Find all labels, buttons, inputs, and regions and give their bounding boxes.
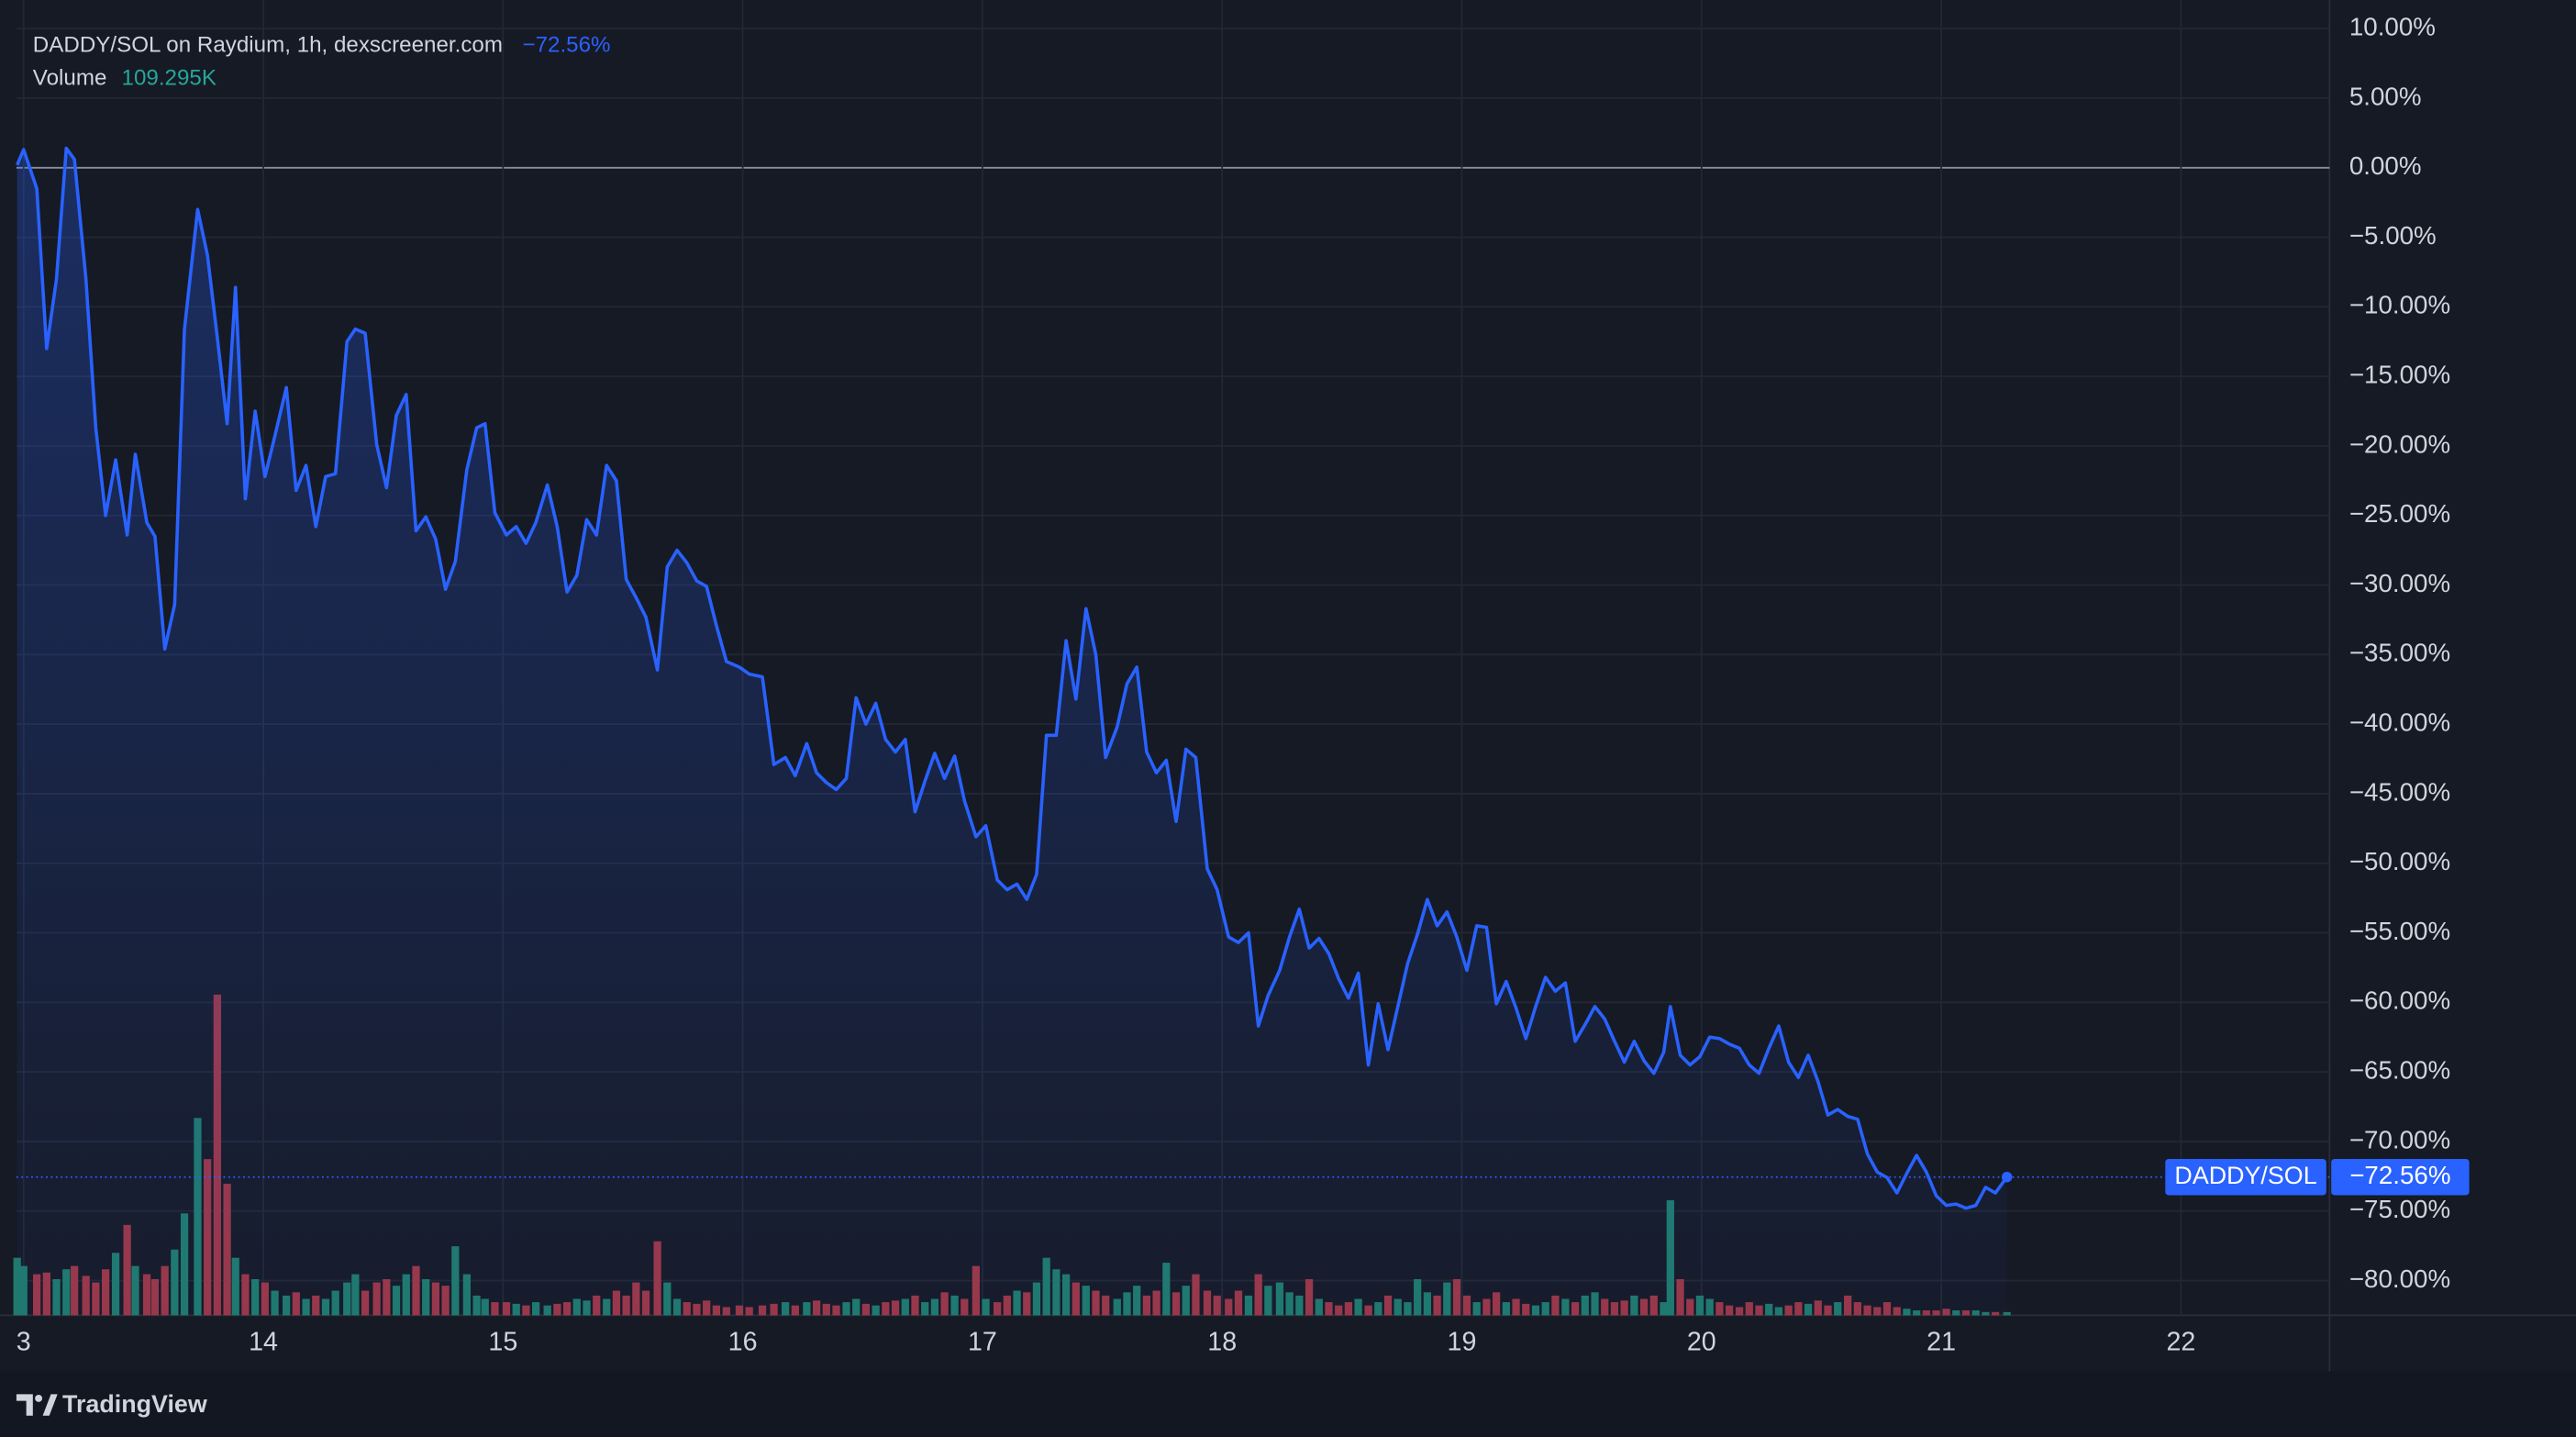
chart-title: DADDY/SOL on Raydium, 1h, dexscreener.co… bbox=[33, 33, 503, 58]
y-tick-label: −5.00% bbox=[2349, 221, 2437, 250]
y-tick-label: −15.00% bbox=[2349, 361, 2450, 389]
series-tag bbox=[2165, 1159, 2326, 1196]
axes: 10.00% 5.00% 0.00% −5.00% −10.00% −15.00% −20.… bbox=[17, 13, 2470, 1356]
x-tick-label: 3 bbox=[17, 1327, 31, 1356]
volume-legend: Volume bbox=[33, 65, 107, 90]
y-tick-label: −80.00% bbox=[2349, 1264, 2450, 1293]
x-tick-label: 20 bbox=[1687, 1327, 1716, 1356]
x-tick-label: 14 bbox=[249, 1327, 278, 1356]
y-tick-label: −65.00% bbox=[2349, 1055, 2450, 1084]
x-tick-label: 18 bbox=[1207, 1327, 1237, 1356]
footer-logo bbox=[16, 1394, 58, 1416]
x-tick-label: 22 bbox=[2166, 1327, 2195, 1356]
volume-bar bbox=[2003, 1311, 2011, 1316]
y-tick-label: 0.00% bbox=[2349, 151, 2422, 180]
x-tick-label: 15 bbox=[488, 1327, 517, 1356]
y-tick-label: 5.00% bbox=[2349, 82, 2422, 110]
y-tick-label: −25.00% bbox=[2349, 499, 2450, 528]
y-tick-label: −45.00% bbox=[2349, 777, 2450, 806]
y-tick-label: −35.00% bbox=[2349, 639, 2450, 667]
area bbox=[17, 148, 2007, 1316]
price-tag bbox=[2331, 1159, 2470, 1196]
x-tick-label: 16 bbox=[728, 1327, 758, 1356]
y-tick-label: −60.00% bbox=[2349, 986, 2450, 1015]
y-tick-label: −10.00% bbox=[2349, 291, 2450, 319]
y-tick-label: −55.00% bbox=[2349, 917, 2450, 945]
footer-brand: TradingView bbox=[62, 1390, 207, 1418]
y-tick-label: −75.00% bbox=[2349, 1195, 2450, 1223]
x-tick-label: 17 bbox=[968, 1327, 997, 1356]
y-tick-label: −40.00% bbox=[2349, 707, 2450, 736]
y-tick-label: −50.00% bbox=[2349, 847, 2450, 875]
y-tick-label: −70.00% bbox=[2349, 1125, 2450, 1153]
x-tick-label: 21 bbox=[1926, 1327, 1956, 1356]
y-tick-label: 10.00% bbox=[2349, 13, 2436, 41]
volume-legend-value: 109.295K bbox=[122, 65, 217, 90]
series-tag-label: DADDY/SOL bbox=[2174, 1162, 2316, 1189]
plot bbox=[16, 146, 2330, 1316]
x-tick-label: 19 bbox=[1448, 1327, 1477, 1356]
last-point bbox=[2001, 1171, 2013, 1183]
price-tag-label: −72.56% bbox=[2349, 1161, 2450, 1189]
price-line bbox=[16, 146, 2009, 1210]
y-tick-label: −20.00% bbox=[2349, 429, 2450, 458]
y-tick-label: −30.00% bbox=[2349, 569, 2450, 597]
change-label: −72.56% bbox=[522, 33, 610, 58]
volume-bar bbox=[13, 1257, 21, 1316]
